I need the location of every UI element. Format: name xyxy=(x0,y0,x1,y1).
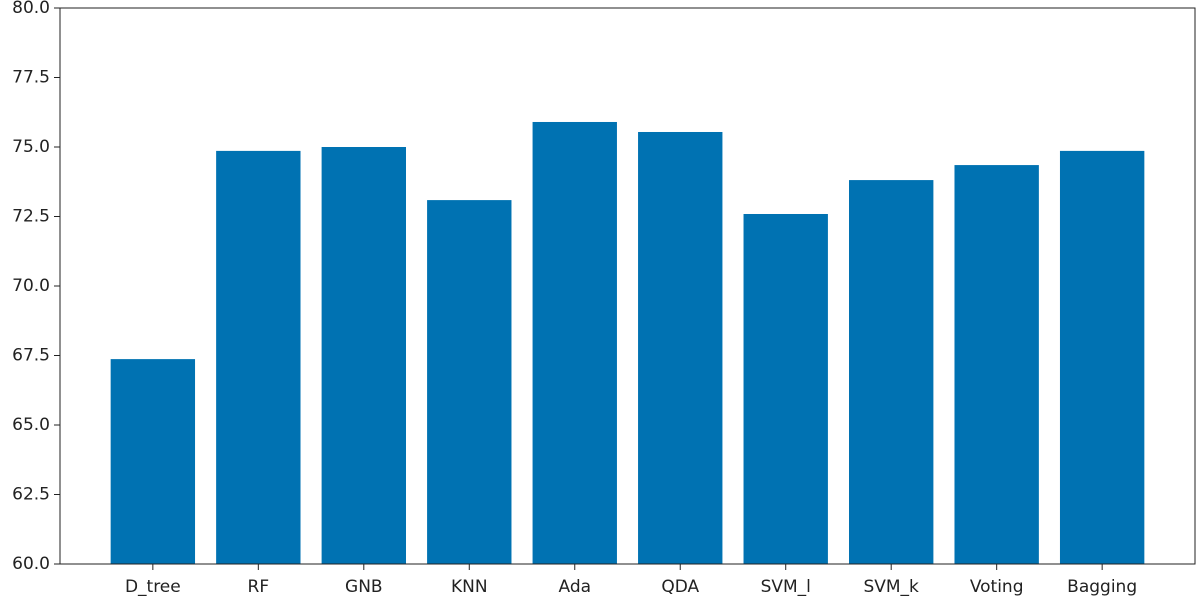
x-tick-label: SVM_k xyxy=(863,577,919,597)
bar xyxy=(849,180,934,564)
x-tick-label: RF xyxy=(248,577,270,597)
y-tick-label: 77.5 xyxy=(12,68,50,88)
bar xyxy=(743,213,828,565)
bar xyxy=(110,359,196,564)
y-tick-label: 62.5 xyxy=(12,485,50,505)
y-tick-label: 65.0 xyxy=(12,415,50,435)
bar xyxy=(638,131,723,564)
x-tick-label: GNB xyxy=(345,577,383,597)
bar xyxy=(954,165,1039,564)
y-tick-label: 60.0 xyxy=(12,554,50,574)
x-tick-label: Ada xyxy=(558,577,591,597)
bar xyxy=(216,150,301,564)
y-tick-label: 75.0 xyxy=(12,137,50,157)
x-tick-label: QDA xyxy=(661,577,699,597)
bar xyxy=(1059,150,1145,564)
bar xyxy=(321,147,406,564)
plot-frame xyxy=(59,7,1196,565)
x-tick-label: SVM_l xyxy=(761,577,811,597)
bar xyxy=(427,200,512,564)
y-tick-label: 67.5 xyxy=(12,346,50,366)
x-tick-label: KNN xyxy=(451,577,488,597)
y-tick-label: 70.0 xyxy=(12,276,50,296)
y-tick-label: 72.5 xyxy=(12,207,50,227)
bar xyxy=(532,121,617,564)
y-tick-label: 80.0 xyxy=(12,0,50,18)
x-tick-label: Voting xyxy=(970,577,1024,597)
x-tick-label: D_tree xyxy=(125,577,181,597)
x-tick-label: Bagging xyxy=(1067,577,1137,597)
